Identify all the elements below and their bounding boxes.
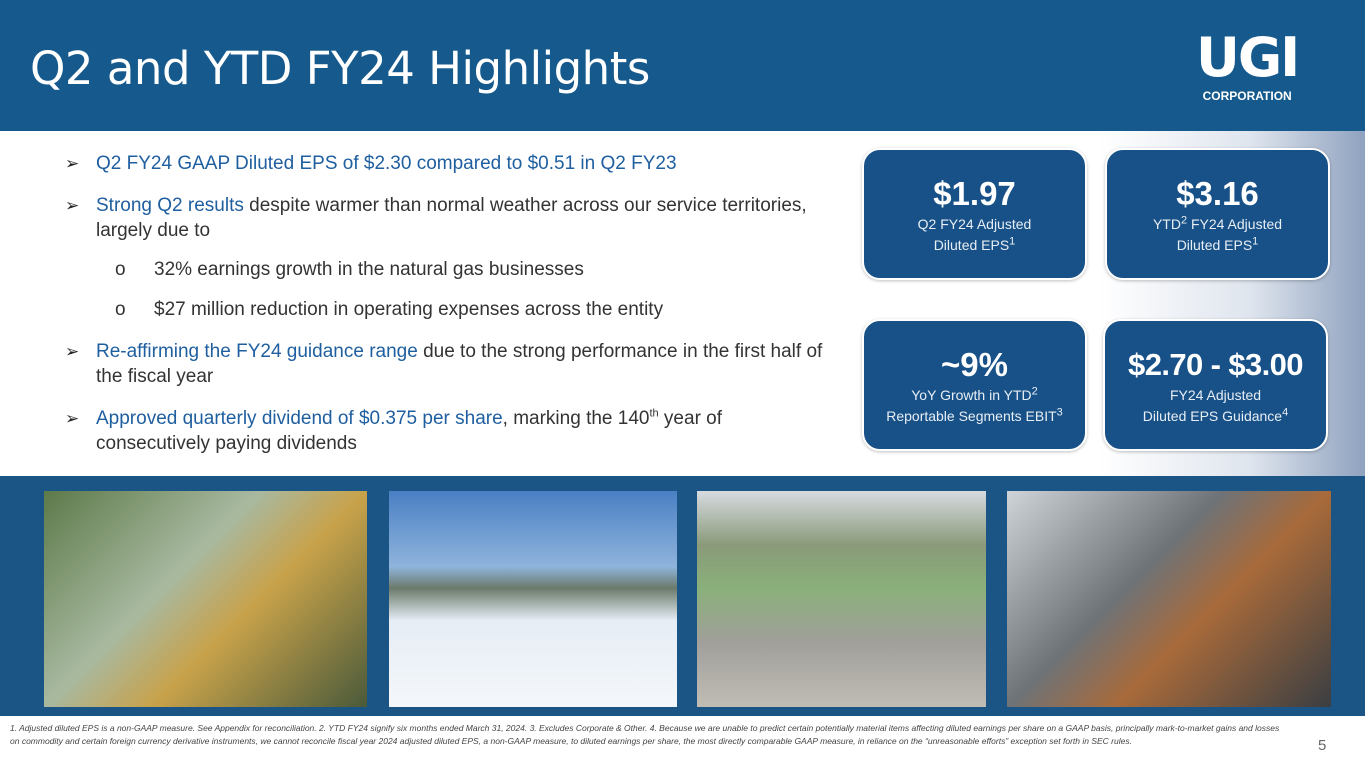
arrow-bullet-icon: ➢ xyxy=(65,342,80,361)
photo-fuel-nozzle-hands xyxy=(1007,491,1331,707)
circle-bullet-icon: o xyxy=(115,259,126,280)
bullet-text: , marking the 140 xyxy=(502,408,650,429)
page-number: 5 xyxy=(1318,737,1327,754)
bullet-list: ➢ Q2 FY24 GAAP Diluted EPS of $2.30 compa… xyxy=(65,151,825,473)
bullet-item: ➢ Re-affirming the FY24 guidance range du… xyxy=(65,339,825,389)
slide-header: Q2 and YTD FY24 Highlights UGI CORPORATI… xyxy=(0,0,1365,131)
arrow-bullet-icon: ➢ xyxy=(65,154,80,173)
bullet-item: ➢ Approved quarterly dividend of $0.375 p… xyxy=(65,406,825,456)
kpi-label: YoY Growth in YTD2 Reportable Segments EB… xyxy=(886,385,1063,424)
photo-propane-truck-snow xyxy=(389,491,677,707)
bullet-item: ➢ Q2 FY24 GAAP Diluted EPS of $2.30 compa… xyxy=(65,151,825,176)
kpi-label: Q2 FY24 Adjusted Diluted EPS1 xyxy=(917,216,1032,253)
photo-pipeline-station xyxy=(697,491,986,707)
sub-bullet-text: 32% earnings growth in the natural gas b… xyxy=(154,259,584,280)
sub-bullet-text: $27 million reduction in operating expen… xyxy=(154,299,664,320)
kpi-card-guidance: $2.70 - $3.00 FY24 Adjusted Diluted EPS G… xyxy=(1103,319,1328,451)
kpi-label: YTD2 FY24 Adjusted Diluted EPS1 xyxy=(1152,214,1283,253)
bullet-highlight: Strong Q2 results xyxy=(96,195,244,216)
bullet-highlight: Approved quarterly dividend of $0.375 pe… xyxy=(96,408,503,429)
arrow-bullet-icon: ➢ xyxy=(65,196,80,215)
kpi-value: $1.97 xyxy=(933,175,1016,212)
photo-gas-worker xyxy=(44,491,367,707)
bullet-text: due to the strong performance in the fir… xyxy=(96,341,823,387)
kpi-card-ytd-eps: $3.16 YTD2 FY24 Adjusted Diluted EPS1 xyxy=(1105,148,1330,280)
kpi-value: $3.16 xyxy=(1176,175,1259,212)
bullet-text: despite warmer than normal weather acros… xyxy=(96,195,807,241)
arrow-bullet-icon: ➢ xyxy=(65,409,80,428)
kpi-label: FY24 Adjusted Diluted EPS Guidance4 xyxy=(1142,387,1289,424)
logo-main: UGI xyxy=(1196,26,1300,89)
bullet-highlight: Re-affirming the FY24 guidance range xyxy=(96,341,418,362)
slide-title: Q2 and YTD FY24 Highlights xyxy=(30,42,650,95)
circle-bullet-icon: o xyxy=(115,299,126,320)
kpi-card-q2-eps: $1.97 Q2 FY24 Adjusted Diluted EPS1 xyxy=(862,148,1087,280)
sub-bullet-item: o 32% earnings growth in the natural gas … xyxy=(65,257,825,282)
kpi-value: $2.70 - $3.00 xyxy=(1128,347,1304,382)
footnotes: 1. Adjusted diluted EPS is a non-GAAP me… xyxy=(10,723,1280,746)
kpi-card-ebit-growth: ~9% YoY Growth in YTD2 Reportable Segment… xyxy=(862,319,1087,451)
bullet-item: ➢ Strong Q2 results despite warmer than n… xyxy=(65,193,825,243)
bullet-highlight: Q2 FY24 GAAP Diluted EPS of $2.30 compar… xyxy=(96,153,677,174)
ugi-logo: UGI CORPORATION xyxy=(1196,26,1300,104)
sub-bullet-item: o $27 million reduction in operating expe… xyxy=(65,297,825,322)
bullet-text: year of consecutively paying dividends xyxy=(96,408,723,454)
logo-sub: CORPORATION xyxy=(1202,89,1292,103)
superscript: th xyxy=(649,407,659,420)
kpi-value: ~9% xyxy=(941,346,1008,383)
